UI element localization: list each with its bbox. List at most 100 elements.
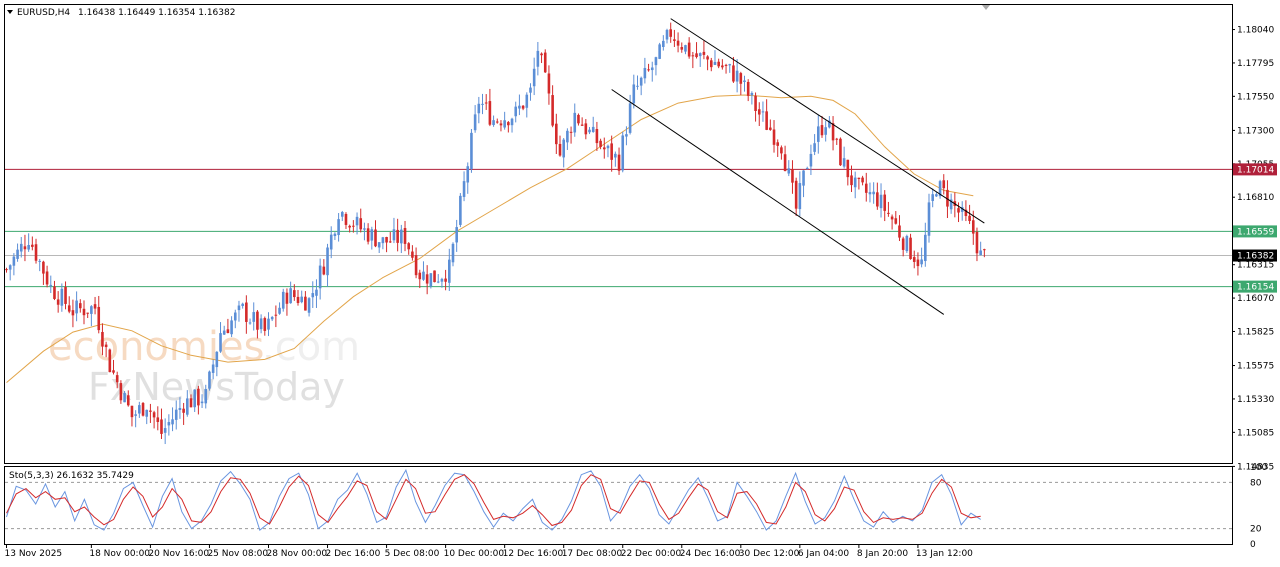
price-tag-label-support: 1.16559 — [1237, 227, 1274, 237]
price-tick-label: 1.15330 — [1237, 395, 1274, 405]
price-tick-label: 1.15575 — [1237, 362, 1274, 372]
candle-body — [728, 64, 732, 66]
candle-body — [200, 401, 204, 404]
candle-body — [765, 111, 768, 130]
candle-body — [518, 105, 521, 109]
symbol-title: EURUSD,H4 — [17, 8, 70, 18]
candle-body — [964, 209, 968, 217]
candle-body — [621, 135, 625, 171]
candle-body — [569, 131, 573, 133]
candle-body — [769, 127, 772, 130]
candle-body — [495, 121, 499, 123]
candle-body — [876, 192, 879, 207]
candle-body — [451, 243, 455, 263]
candle-body — [348, 225, 351, 228]
time-tick-label: 8 Jan 20:00 — [857, 549, 909, 559]
candle-body — [529, 87, 532, 93]
candle-body — [625, 134, 628, 137]
candle-body — [79, 303, 82, 309]
price-tag-resistance — [1233, 163, 1277, 176]
price-tick-label: 1.17300 — [1237, 126, 1274, 136]
candle-body — [864, 183, 868, 193]
candle-body — [757, 109, 761, 115]
chart-shift-marker[interactable] — [982, 5, 990, 10]
candle-body — [780, 147, 783, 154]
candle-body — [193, 389, 196, 408]
candle-body — [658, 44, 661, 59]
candle-body — [352, 225, 355, 227]
stochastic-title: Sto(5,3,3) 26.1632 35.7429 — [9, 471, 134, 481]
candle-body — [636, 85, 639, 87]
candle-body — [695, 53, 698, 58]
candle-body — [946, 189, 949, 207]
candle-body — [138, 405, 141, 414]
candle-body — [791, 169, 794, 183]
candle-body — [983, 249, 986, 251]
candle-body — [632, 84, 636, 104]
candle-body — [802, 170, 805, 186]
stochastic-tick-label: 80 — [1250, 478, 1262, 488]
candle-body — [178, 407, 182, 411]
candle-body — [470, 132, 473, 169]
candle-body — [577, 114, 580, 124]
candle-body — [411, 251, 414, 258]
candle-body — [879, 194, 883, 209]
candle-body — [488, 101, 492, 125]
candle-body — [208, 371, 211, 389]
time-tick-label: 12 Dec 16:00 — [503, 549, 564, 559]
stochastic-signal-line — [6, 474, 981, 527]
moving-average-line — [6, 94, 974, 383]
price-tag-current — [1233, 249, 1277, 262]
candle-body — [909, 237, 912, 260]
price-tag-support — [1233, 280, 1277, 293]
candle-body — [462, 181, 466, 197]
candle-body — [503, 120, 506, 128]
price-tag-support — [1233, 225, 1277, 238]
candle-body — [750, 93, 754, 96]
candle-body — [130, 405, 134, 418]
candle-body — [477, 103, 481, 114]
candle-body — [857, 177, 861, 179]
candle-body — [484, 102, 488, 104]
candle-body — [872, 191, 875, 195]
candle-body — [230, 320, 233, 335]
candle-body — [680, 47, 684, 50]
time-tick-label: 22 Dec 00:00 — [621, 549, 682, 559]
candle-body — [259, 318, 263, 330]
candle-body — [591, 126, 595, 132]
time-tick-label: 18 Nov 00:00 — [89, 549, 150, 559]
candle-body — [101, 331, 104, 347]
candle-body — [602, 147, 606, 150]
candle-body — [665, 29, 669, 40]
price-tick-label: 1.15825 — [1237, 327, 1274, 337]
candle-body — [108, 349, 112, 373]
stochastic-tick-label: 100 — [1250, 463, 1267, 473]
candle-body — [746, 81, 750, 96]
price-axis: 1.180401.177951.175501.173001.170551.168… — [1232, 26, 1277, 472]
candle-body — [414, 255, 418, 276]
price-tick-label: 1.14835 — [1237, 462, 1274, 472]
ohlc-readout: 1.16438 1.16449 1.16354 1.16382 — [78, 8, 235, 18]
candle-body — [979, 250, 982, 256]
candle-body — [555, 123, 558, 145]
time-tick-label: 2 Dec 16:00 — [326, 549, 381, 559]
price-tag-label-resistance: 1.17014 — [1237, 165, 1274, 175]
candle-body — [241, 303, 244, 307]
candle-body — [377, 242, 381, 248]
candle-body — [204, 389, 208, 404]
stochastic-layer: 100 80 20 0 — [5, 463, 1267, 550]
time-tick-label: 6 Jan 04:00 — [798, 549, 850, 559]
candle-body — [34, 244, 38, 261]
time-tick-label: 28 Nov 00:00 — [266, 549, 327, 559]
candle-body — [42, 261, 45, 274]
candle-body — [27, 244, 30, 250]
candle-body — [67, 305, 71, 312]
candle-body — [374, 229, 377, 247]
candle-body — [588, 129, 591, 133]
candle-body — [248, 322, 252, 324]
candle-body — [407, 243, 411, 250]
candle-body — [293, 290, 296, 298]
symbol-menu-chevron-down-icon[interactable] — [7, 10, 13, 14]
candle-body — [551, 95, 554, 126]
